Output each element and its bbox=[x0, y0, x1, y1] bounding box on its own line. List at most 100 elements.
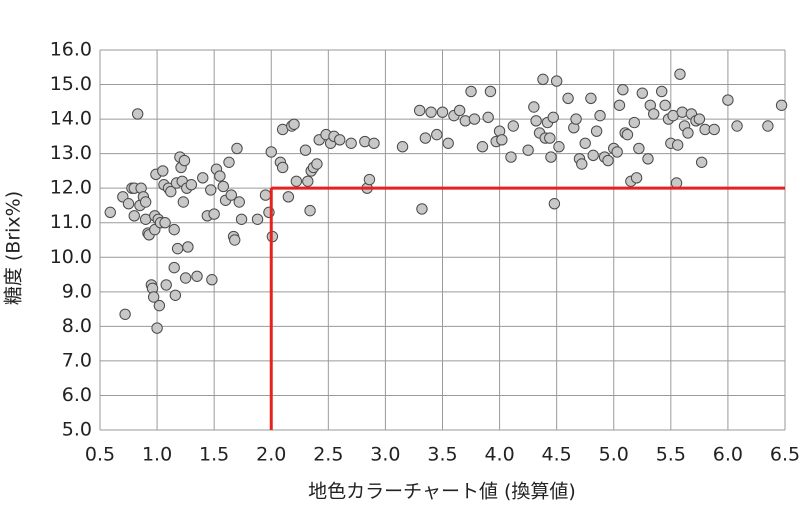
point bbox=[436, 106, 449, 118]
point bbox=[722, 94, 734, 106]
point bbox=[553, 141, 565, 153]
point bbox=[419, 132, 432, 144]
point bbox=[482, 111, 494, 124]
x-tick-label: 2.5 bbox=[313, 444, 343, 466]
point bbox=[177, 196, 190, 208]
point bbox=[628, 116, 640, 129]
point bbox=[648, 108, 660, 120]
point bbox=[282, 191, 295, 203]
y-tick-label: 5.0 bbox=[62, 419, 92, 441]
point bbox=[182, 241, 194, 253]
y-tick-label: 8.0 bbox=[62, 315, 92, 337]
point bbox=[276, 161, 289, 174]
point bbox=[484, 85, 497, 98]
point bbox=[671, 139, 684, 151]
point bbox=[345, 137, 357, 149]
point bbox=[548, 198, 561, 210]
point bbox=[621, 128, 634, 141]
point bbox=[122, 198, 135, 210]
point bbox=[633, 142, 645, 155]
point bbox=[708, 123, 720, 136]
point bbox=[459, 115, 472, 127]
point bbox=[496, 134, 508, 146]
y-tick-label: 16.0 bbox=[50, 39, 92, 61]
point bbox=[368, 137, 380, 149]
x-tick-label: 3.0 bbox=[370, 444, 400, 466]
y-tick-label: 13.0 bbox=[50, 142, 92, 164]
point bbox=[128, 210, 140, 222]
point bbox=[617, 84, 629, 96]
point bbox=[168, 223, 180, 236]
point bbox=[587, 149, 599, 162]
point bbox=[119, 308, 131, 320]
point bbox=[147, 291, 160, 303]
point bbox=[659, 99, 671, 111]
point bbox=[656, 85, 668, 98]
y-axis-title: 糖度 (Brix%) bbox=[3, 191, 25, 305]
point bbox=[171, 242, 184, 255]
point bbox=[363, 173, 376, 186]
x-tick-label: 3.5 bbox=[427, 444, 457, 466]
point bbox=[602, 154, 614, 167]
y-tick-label: 14.0 bbox=[50, 108, 92, 130]
point bbox=[229, 234, 241, 246]
point bbox=[670, 177, 683, 189]
y-tick-label: 15.0 bbox=[50, 73, 92, 95]
point bbox=[217, 180, 230, 193]
point bbox=[468, 113, 481, 125]
point bbox=[265, 146, 277, 158]
point bbox=[302, 175, 314, 187]
point bbox=[570, 113, 582, 125]
point bbox=[235, 213, 248, 225]
x-tick-label: 0.5 bbox=[85, 444, 115, 466]
point bbox=[674, 68, 686, 80]
point bbox=[547, 111, 559, 124]
y-tick-label: 12.0 bbox=[50, 177, 92, 199]
point bbox=[197, 172, 209, 184]
point bbox=[613, 99, 626, 111]
y-tick-label: 7.0 bbox=[62, 349, 92, 371]
point bbox=[178, 154, 191, 167]
point bbox=[290, 175, 303, 187]
y-tick-label: 11.0 bbox=[50, 211, 92, 233]
point bbox=[550, 75, 563, 87]
point bbox=[304, 204, 316, 217]
point bbox=[425, 106, 437, 118]
point bbox=[505, 151, 517, 163]
point bbox=[233, 196, 245, 208]
point bbox=[442, 137, 454, 149]
x-axis-title: 地色カラーチャート値 (換算値) bbox=[308, 481, 576, 503]
point bbox=[165, 185, 177, 198]
point bbox=[522, 144, 534, 156]
point bbox=[208, 208, 220, 220]
point bbox=[545, 151, 557, 163]
point bbox=[334, 134, 346, 146]
point bbox=[594, 109, 606, 122]
point bbox=[251, 213, 264, 225]
point bbox=[476, 141, 489, 153]
x-tick-label: 4.5 bbox=[542, 444, 572, 466]
point bbox=[153, 299, 166, 312]
point bbox=[288, 118, 300, 130]
point bbox=[159, 217, 171, 229]
point bbox=[465, 85, 477, 98]
point bbox=[682, 127, 694, 139]
point bbox=[169, 289, 182, 301]
point bbox=[104, 206, 116, 219]
point bbox=[762, 120, 774, 132]
point bbox=[151, 322, 163, 334]
point bbox=[630, 172, 643, 184]
point bbox=[775, 99, 788, 111]
x-tick-label: 1.0 bbox=[142, 444, 172, 466]
point bbox=[693, 113, 706, 125]
point bbox=[168, 261, 180, 274]
point bbox=[416, 203, 428, 215]
point bbox=[179, 272, 192, 284]
point bbox=[562, 92, 574, 105]
point bbox=[413, 104, 426, 117]
x-tick-label: 2.0 bbox=[256, 444, 286, 466]
point bbox=[585, 92, 597, 105]
point bbox=[431, 128, 443, 141]
point bbox=[579, 137, 591, 149]
